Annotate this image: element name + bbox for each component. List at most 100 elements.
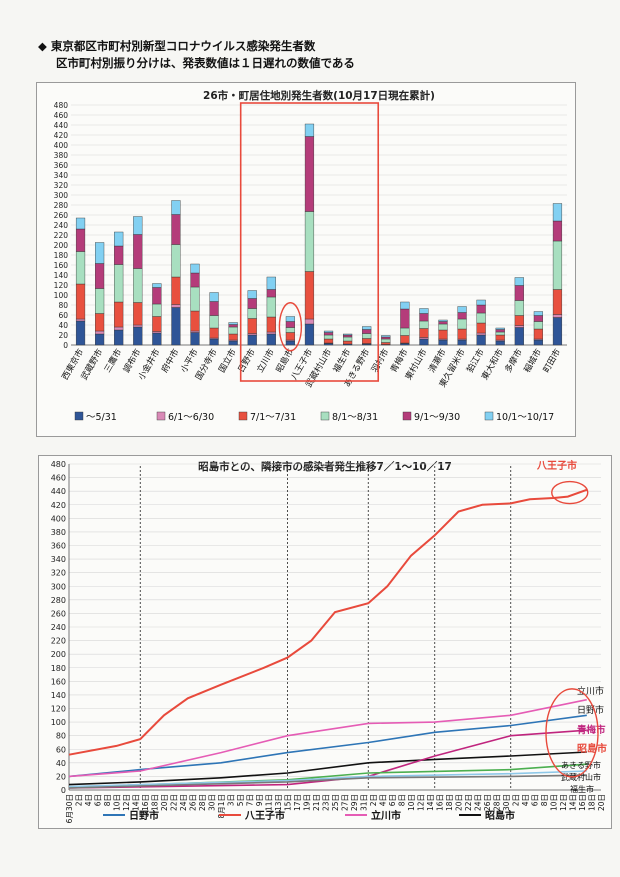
end-label: 青梅市 <box>577 724 606 736</box>
y-tick-label: 400 <box>51 514 66 523</box>
series-line <box>68 729 587 789</box>
bar-segment <box>495 340 505 346</box>
y-tick-label: 380 <box>51 528 66 537</box>
bar-segment <box>381 338 391 343</box>
y-tick-label: 360 <box>54 161 69 170</box>
bar-segment <box>457 306 467 313</box>
bar-segment <box>381 335 391 338</box>
y-tick-label: 440 <box>54 121 69 130</box>
x-tick-label: 11日 <box>265 794 274 811</box>
x-tick-label: 2日 <box>369 794 378 806</box>
x-tick-label: 14日 <box>132 794 141 811</box>
bar-segment <box>514 277 524 286</box>
y-tick-label: 240 <box>54 221 69 230</box>
bar-segment <box>209 301 219 316</box>
bar-segment <box>476 312 486 324</box>
bar-segment <box>114 264 124 303</box>
y-tick-label: 280 <box>51 596 66 605</box>
y-tick-label: 40 <box>56 759 66 768</box>
bar-segment <box>266 316 276 333</box>
end-label: 福生市 <box>570 784 594 794</box>
bar-segment <box>362 329 372 334</box>
bar-segment <box>266 289 276 298</box>
y-tick-label: 480 <box>51 460 66 469</box>
x-tick-label: 18日 <box>588 794 597 811</box>
bar-segment <box>400 343 410 346</box>
x-tick-label: 6月30日 <box>65 794 74 823</box>
bar-segment <box>419 313 429 322</box>
x-tick-label: 8日 <box>103 794 112 806</box>
x-tick-label: 4日 <box>521 794 530 806</box>
x-tick-label: 19日 <box>303 794 312 811</box>
bar-segment <box>171 307 181 346</box>
bar-segment <box>190 286 200 312</box>
x-tick-label: 13日 <box>274 794 283 811</box>
bar-segment <box>285 340 295 346</box>
x-tick-label: 立川市 <box>255 347 278 375</box>
x-tick-label: 28日 <box>198 794 207 811</box>
bar-segment <box>552 220 563 242</box>
x-tick-label: 26日 <box>189 794 198 811</box>
bar-segment <box>95 263 105 289</box>
bar-segment <box>533 311 543 316</box>
bar-segment <box>171 214 181 245</box>
bar-segment <box>476 322 486 334</box>
bar-segment <box>190 310 200 332</box>
bar-segment <box>304 318 315 325</box>
bar-segment <box>476 332 486 336</box>
bar-segment <box>343 334 353 338</box>
end-label: あきる野市 <box>561 760 601 770</box>
x-tick-label: 12日 <box>417 794 426 811</box>
x-tick-label: 28日 <box>493 794 502 811</box>
y-tick-label: 60 <box>56 745 66 754</box>
bar-segment <box>343 333 353 336</box>
y-tick-label: 80 <box>58 301 68 310</box>
y-tick-label: 200 <box>54 241 69 250</box>
bar-segment <box>362 338 372 344</box>
highlight-circle <box>545 688 599 778</box>
bar-segment <box>362 326 372 330</box>
bar-segment <box>285 316 295 322</box>
bar-segment <box>419 320 429 329</box>
y-tick-label: 140 <box>54 271 69 280</box>
bar-segment <box>304 211 315 272</box>
y-tick-label: 340 <box>54 171 69 180</box>
bar-segment <box>476 334 486 346</box>
bar-segment <box>533 321 543 330</box>
legend-label: 10/1～10/17 <box>496 412 554 423</box>
y-tick-label: 380 <box>54 151 69 160</box>
y-tick-label: 280 <box>54 201 69 210</box>
bar-segment <box>228 326 238 335</box>
y-tick-label: 120 <box>54 281 69 290</box>
x-tick-label: 12日 <box>122 794 131 811</box>
legend-swatch <box>156 411 166 421</box>
bar-segment <box>247 318 257 334</box>
bar-segment <box>247 290 257 299</box>
y-tick-label: 480 <box>54 101 69 110</box>
bar-segment <box>133 268 143 303</box>
bar-segment <box>457 328 467 340</box>
x-tick-label: 3日 <box>227 794 236 806</box>
bar-segment <box>266 296 276 318</box>
line-chart: 昭島市との、隣接市の感染者発生推移7／1～10／17 0 20 40 60 80 100 12… <box>51 459 607 823</box>
x-tick-label: 18日 <box>445 794 454 811</box>
bar-segment <box>514 315 524 326</box>
bar-segment <box>266 276 276 290</box>
bar-segment <box>381 336 391 340</box>
y-tick-label: 80 <box>56 732 66 741</box>
y-tick-label: 100 <box>54 291 69 300</box>
x-tick-label: 15日 <box>284 794 293 811</box>
x-tick-label: 10日 <box>113 794 122 811</box>
bar-segment <box>228 322 238 325</box>
x-tick-label: 30日 <box>208 794 217 811</box>
y-tick-label: 360 <box>51 542 66 551</box>
bar-segment <box>285 327 295 333</box>
y-tick-label: 460 <box>51 474 66 483</box>
x-tick-label: 16日 <box>578 794 587 811</box>
x-tick-label: 8日 <box>540 794 549 806</box>
x-tick-label: 17日 <box>293 794 302 811</box>
x-tick-label: 4日 <box>379 794 388 806</box>
bar-segment <box>400 301 410 310</box>
bar-segment <box>190 332 200 346</box>
bar-segment <box>457 339 467 346</box>
